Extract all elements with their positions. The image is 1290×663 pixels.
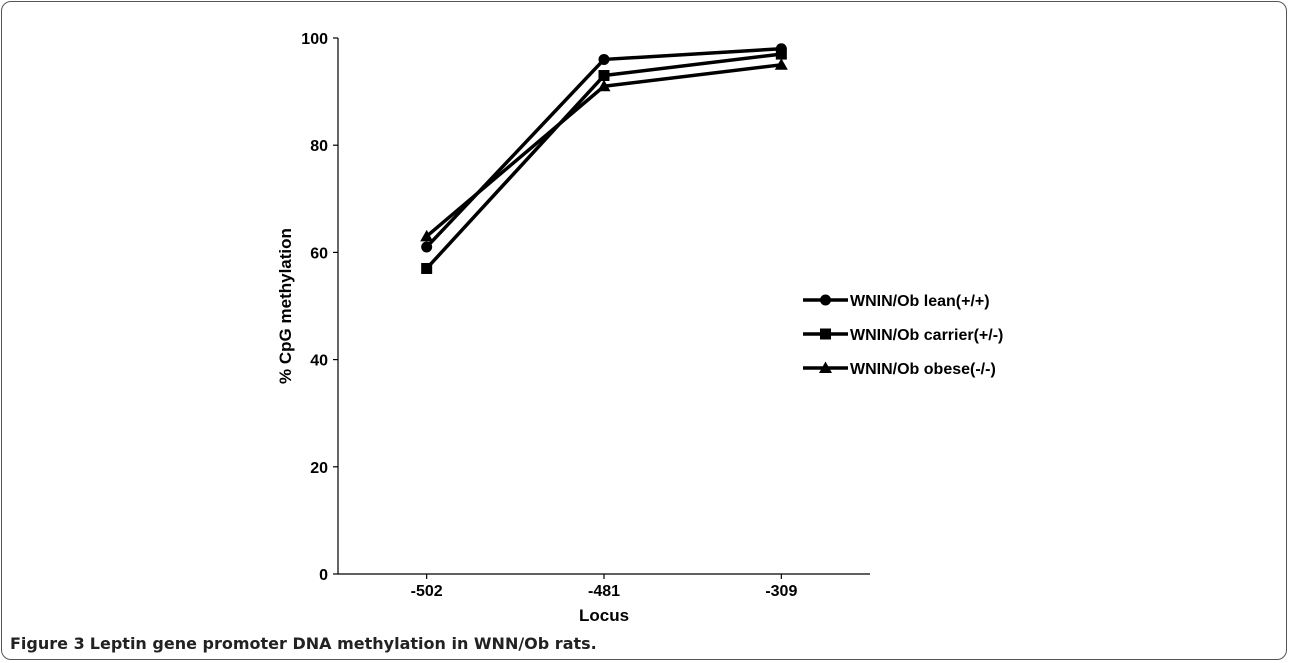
chart-series-layer [420, 43, 788, 274]
series-square [421, 48, 787, 274]
data-point-circle [421, 241, 433, 253]
legend-label: WNIN/Ob obese(-/-) [850, 361, 996, 378]
x-tick-label: -309 [765, 583, 797, 600]
series-triangle [420, 58, 788, 242]
legend-marker-circle [820, 294, 831, 306]
figure-caption: Figure 3 Leptin gene promoter DNA methyl… [10, 634, 597, 653]
y-tick-label: 80 [310, 138, 328, 155]
figure-label: Figure 3 [10, 634, 85, 653]
y-tick-label: 0 [319, 567, 328, 584]
x-tick-label: -502 [411, 583, 443, 600]
data-point-square [421, 262, 433, 274]
figure-title: Leptin gene promoter DNA methylation in … [89, 634, 597, 653]
data-point-square [775, 48, 787, 60]
line-chart: 0 20 40 60 80 100 -502 -481 -309 WNIN/Ob lean(+/… [276, 31, 1003, 625]
chart-legend: WNIN/Ob lean(+/+) WNIN/Ob carrier(+/-) WNI… [803, 293, 1003, 378]
x-axis-title: Locus [579, 606, 629, 625]
legend-item: WNIN/Ob lean(+/+) [803, 293, 990, 310]
x-tick-label: -481 [588, 583, 620, 600]
y-tick-label: 100 [301, 31, 328, 48]
data-point-square [598, 70, 610, 82]
data-point-circle [598, 53, 610, 65]
data-point-triangle [774, 58, 788, 70]
data-point-triangle [420, 229, 434, 242]
y-axis-title: % CpG methylation [276, 228, 295, 384]
y-tick-label: 60 [310, 245, 328, 262]
legend-item: WNIN/Ob carrier(+/-) [803, 327, 1003, 344]
data-point-triangle [597, 79, 611, 92]
chart-axes: 0 20 40 60 80 100 -502 -481 -309 [301, 31, 870, 600]
y-tick-label: 40 [310, 353, 328, 370]
legend-marker-square [820, 328, 831, 340]
legend-label: WNIN/Ob lean(+/+) [850, 293, 990, 310]
y-tick-label: 20 [310, 460, 328, 477]
legend-marker-triangle [819, 361, 832, 373]
legend-label: WNIN/Ob carrier(+/-) [850, 327, 1003, 344]
legend-item: WNIN/Ob obese(-/-) [803, 361, 996, 378]
